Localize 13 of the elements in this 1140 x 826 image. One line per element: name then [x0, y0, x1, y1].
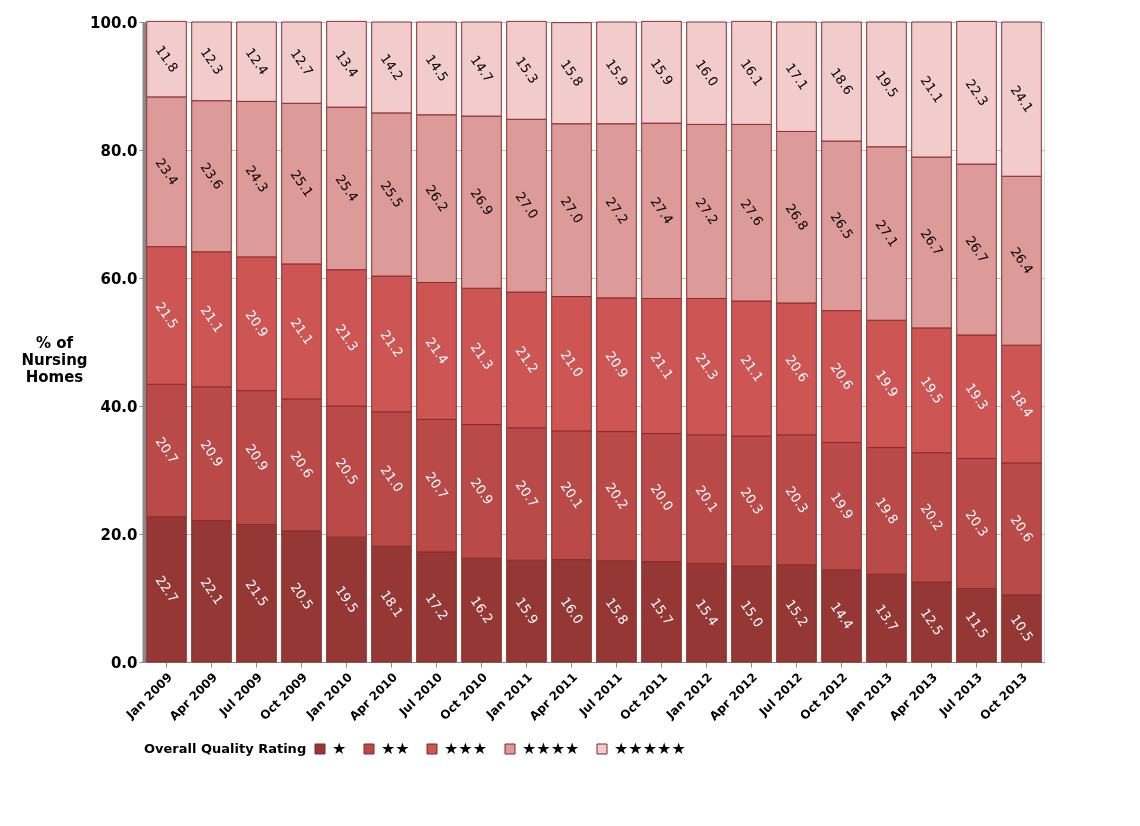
legend-label: ★★★★★: [614, 739, 686, 758]
y-tick-label: 20.0: [100, 525, 138, 544]
y-tick-label: 40.0: [100, 397, 138, 416]
y-tick-label: 0.0: [110, 653, 138, 672]
y-tick-label: 80.0: [100, 141, 138, 160]
legend-label: ★: [332, 739, 347, 758]
legend-label: ★★: [381, 739, 410, 758]
legend-label: ★★★★: [522, 739, 580, 758]
legend-label: ★★★: [444, 739, 488, 758]
y-tick-label: 60.0: [100, 269, 138, 288]
y-axis-title: % of Nursing Homes: [21, 333, 88, 386]
legend-title: Overall Quality Rating: [144, 741, 307, 756]
y-tick-label: 100.0: [90, 13, 138, 32]
